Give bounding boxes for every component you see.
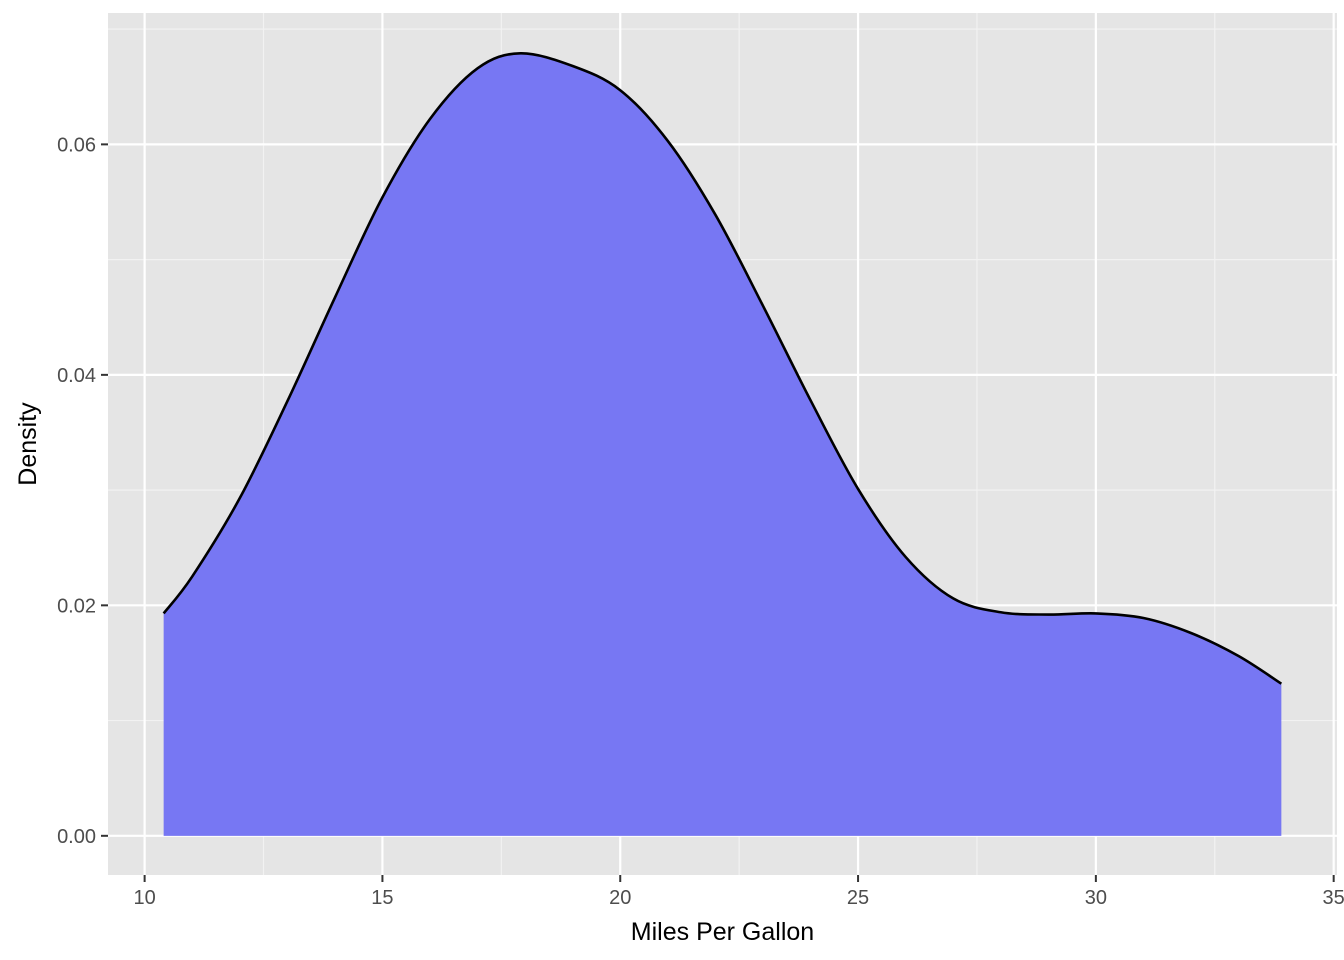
x-tick-label: 35 [1323, 887, 1344, 909]
x-tick-label: 25 [847, 887, 869, 909]
x-tick-label: 10 [133, 887, 155, 909]
y-axis-title: Density [14, 402, 42, 486]
y-tick-label: 0.02 [57, 595, 96, 617]
density-curve [162, 52, 1283, 685]
x-tick-label: 20 [609, 887, 631, 909]
axes: 10 15 20 25 30 35 0.00 0.02 0.04 0.06 [57, 134, 1344, 909]
x-tick-label: 30 [1085, 887, 1107, 909]
y-tick-label: 0.06 [57, 134, 96, 156]
y-tick-label: 0.00 [57, 826, 96, 848]
density-area [163, 53, 1282, 836]
x-tick-label: 15 [371, 887, 393, 909]
x-axis-title: Miles Per Gallon [631, 918, 814, 946]
y-tick-label: 0.04 [57, 365, 96, 387]
